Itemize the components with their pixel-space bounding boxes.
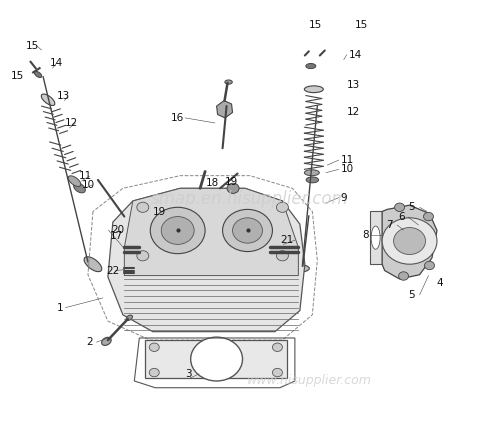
Text: 10: 10: [340, 165, 354, 174]
Circle shape: [190, 337, 242, 381]
Text: 18: 18: [206, 178, 220, 188]
Ellipse shape: [304, 86, 324, 93]
Text: 1: 1: [57, 302, 64, 313]
Text: 12: 12: [64, 118, 78, 128]
Circle shape: [398, 272, 408, 280]
Text: 20: 20: [112, 225, 124, 235]
Text: 15: 15: [354, 20, 368, 30]
Text: 19: 19: [225, 177, 238, 187]
Ellipse shape: [304, 170, 320, 176]
Text: 16: 16: [171, 113, 184, 123]
Text: 19: 19: [154, 207, 166, 217]
Ellipse shape: [306, 63, 316, 69]
Circle shape: [424, 212, 434, 221]
Ellipse shape: [371, 226, 380, 249]
Circle shape: [222, 209, 272, 252]
Circle shape: [137, 251, 149, 261]
Polygon shape: [146, 340, 288, 378]
Circle shape: [137, 202, 149, 212]
Circle shape: [272, 368, 282, 377]
Circle shape: [424, 261, 434, 270]
Text: www.hisupplier.com: www.hisupplier.com: [248, 374, 372, 387]
Ellipse shape: [34, 71, 42, 77]
Text: 13: 13: [56, 91, 70, 101]
Text: 12: 12: [347, 107, 360, 118]
Circle shape: [232, 218, 262, 243]
Text: 22: 22: [106, 266, 120, 275]
Text: 5: 5: [408, 202, 415, 212]
Text: 7: 7: [386, 220, 392, 230]
Ellipse shape: [74, 183, 86, 193]
Text: smap.en.hisupplier.com: smap.en.hisupplier.com: [151, 190, 349, 208]
Circle shape: [382, 218, 437, 264]
Circle shape: [150, 343, 160, 352]
Circle shape: [272, 343, 282, 352]
Circle shape: [227, 183, 239, 193]
Polygon shape: [370, 212, 382, 264]
Circle shape: [394, 228, 426, 255]
Ellipse shape: [42, 94, 55, 105]
Text: 10: 10: [82, 180, 94, 190]
Circle shape: [276, 251, 288, 261]
Ellipse shape: [126, 315, 132, 321]
Ellipse shape: [225, 80, 232, 84]
Text: 2: 2: [86, 337, 93, 347]
Ellipse shape: [306, 177, 318, 183]
Polygon shape: [382, 205, 437, 279]
Text: 21: 21: [280, 235, 293, 245]
Circle shape: [161, 217, 194, 244]
Text: 11: 11: [340, 155, 354, 165]
Text: 13: 13: [347, 80, 360, 90]
Polygon shape: [216, 101, 232, 118]
Ellipse shape: [84, 257, 102, 272]
Circle shape: [150, 368, 160, 377]
Text: 15: 15: [26, 41, 39, 51]
Ellipse shape: [102, 337, 111, 346]
Circle shape: [150, 207, 205, 254]
Polygon shape: [108, 188, 305, 332]
Text: 14: 14: [348, 49, 362, 60]
Text: 15: 15: [10, 71, 24, 81]
Circle shape: [276, 202, 288, 212]
Text: 11: 11: [78, 171, 92, 181]
Ellipse shape: [68, 176, 81, 187]
Text: 4: 4: [436, 278, 442, 288]
Text: 8: 8: [362, 230, 370, 240]
Polygon shape: [124, 188, 298, 276]
Text: 5: 5: [408, 290, 415, 300]
Text: 17: 17: [110, 231, 122, 242]
Ellipse shape: [288, 265, 310, 272]
Text: 9: 9: [340, 192, 347, 203]
Text: 15: 15: [309, 20, 322, 30]
Text: 3: 3: [185, 369, 192, 379]
Circle shape: [394, 203, 404, 212]
Text: 14: 14: [50, 58, 63, 68]
Text: 6: 6: [398, 212, 404, 222]
